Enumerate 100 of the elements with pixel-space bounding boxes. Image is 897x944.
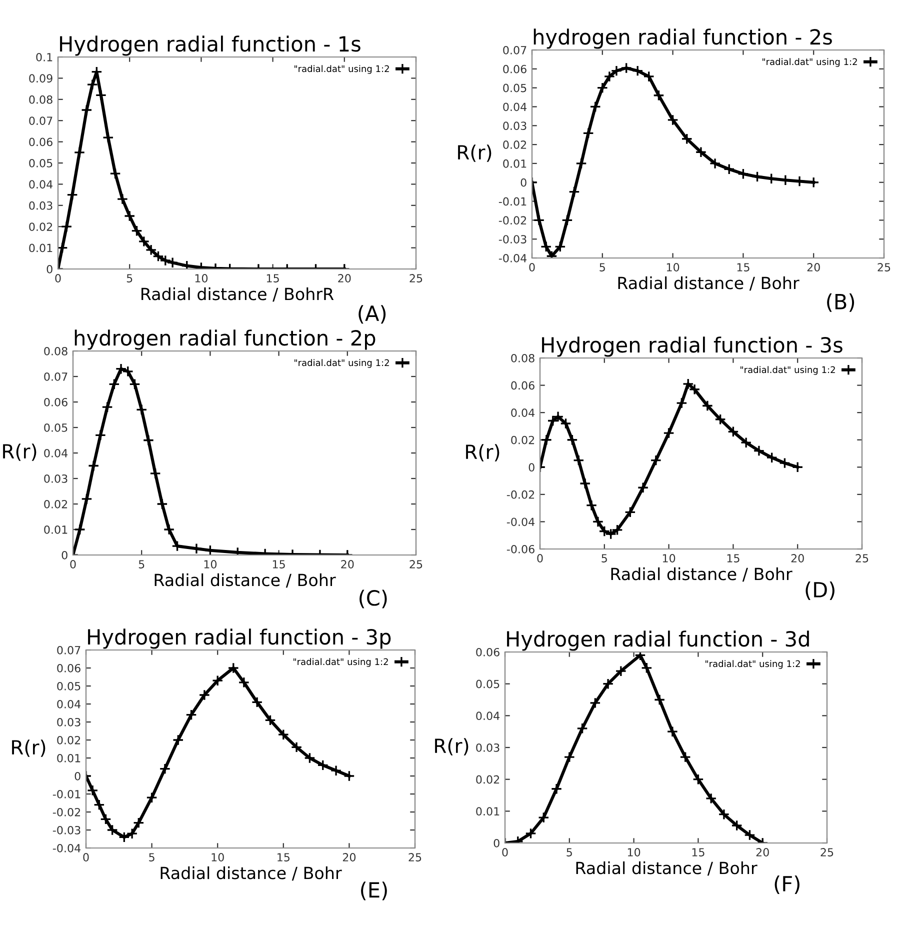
y-tick-label: 0.02 — [503, 140, 526, 149]
x-tick-label: 10 — [195, 274, 208, 282]
y-tick-label: 0.03 — [29, 201, 52, 210]
x-tick-label: 5 — [602, 554, 607, 562]
y-tick-label: 0.02 — [44, 500, 68, 508]
y-tick-label: -0.03 — [498, 235, 526, 244]
y-tick-label: 0.06 — [57, 664, 80, 672]
chart-title: Hydrogen radial function - 3d — [507, 630, 809, 651]
x-tick-label: 20 — [338, 274, 351, 282]
x-tick-label: 0 — [537, 554, 543, 562]
y-tick-label: 0.01 — [476, 807, 500, 816]
x-tick-label: 15 — [266, 274, 279, 282]
y-tick-label: 0.05 — [476, 680, 500, 688]
y-tick-label: -0.03 — [52, 826, 80, 834]
y-tick-label: 0 — [520, 178, 526, 187]
y-tick-label: 0.05 — [29, 158, 52, 168]
x-tick-label: 15 — [278, 853, 290, 862]
x-axis-title: Radial distance / Bohr — [160, 866, 342, 881]
y-tick-label: 0.09 — [29, 74, 52, 83]
y-tick-label: 0.04 — [511, 408, 535, 417]
y-tick-label: 0.03 — [57, 718, 80, 726]
x-tick-label: 25 — [410, 274, 422, 282]
y-tick-label: 0.05 — [44, 423, 68, 432]
y-tick-label: 0.04 — [44, 448, 68, 458]
x-tick-label: 20 — [756, 848, 769, 856]
y-tick-label: -0.04 — [498, 254, 527, 262]
y-tick-label: 0.1 — [36, 52, 52, 62]
y-tick-label: -0.01 — [498, 197, 526, 206]
x-axis-title: Radial distance / Bohr — [611, 567, 792, 582]
y-tick-label: 0.08 — [44, 346, 68, 356]
x-tick-label: 5 — [566, 848, 572, 856]
x-tick-label: 15 — [727, 554, 740, 562]
y-tick-label: -0.02 — [52, 808, 80, 816]
text: (C) — [360, 590, 387, 608]
x-tick-label: 5 — [126, 274, 132, 282]
y-tick-label: 0.06 — [29, 138, 52, 146]
y-tick-label: 0.05 — [57, 682, 80, 690]
x-tick-label: 5 — [138, 560, 144, 568]
chart-title: Hydrogen radial function - 3s — [542, 336, 842, 357]
y-tick-label: 0.01 — [44, 525, 68, 534]
y-tick-label: -0.04 — [506, 518, 535, 526]
y-tick-label: 0.08 — [29, 95, 52, 104]
x-axis-title: Radial distance / BohrR — [142, 287, 334, 302]
x-tick-label: 10 — [662, 554, 676, 562]
y-tick-label: 0.01 — [57, 754, 80, 762]
x-tick-label: 0 — [83, 853, 89, 862]
y-tick-label: 0.07 — [29, 116, 52, 125]
legend-label: "radial.dat" using 1:2 — [294, 65, 389, 74]
x-tick-label: 25 — [878, 263, 890, 272]
x-tick-label: 10 — [204, 560, 217, 568]
y-tick-label: -0.04 — [52, 844, 81, 852]
text: (F) — [774, 875, 800, 894]
legend-label: "radial.dat" using 1:2 — [294, 658, 388, 667]
y-tick-label: 0.01 — [503, 159, 526, 168]
y-tick-label: 0.06 — [476, 648, 500, 656]
y-tick-label: 0.02 — [511, 436, 534, 444]
x-tick-label: 20 — [341, 560, 354, 568]
y-tick-label: 0.07 — [44, 372, 68, 381]
y-tick-label: 0.04 — [503, 102, 527, 112]
y-tick-label: 0 — [494, 838, 500, 848]
y-tick-label: 0.03 — [44, 474, 68, 483]
legend-label: "radial.dat" using 1:2 — [706, 660, 800, 669]
y-tick-label: 0 — [528, 463, 534, 472]
y-tick-label: -0.01 — [52, 790, 80, 798]
x-axis-title: Radial distance / Bohr — [154, 573, 336, 588]
x-tick-label: 10 — [666, 263, 680, 272]
y-tick-label: 0.06 — [503, 64, 526, 74]
y-tick-label: 0.06 — [511, 381, 534, 390]
y-tick-label: 0.05 — [503, 84, 526, 92]
y-tick-label: 0.06 — [44, 398, 68, 406]
y-tick-label: 0.04 — [57, 700, 81, 708]
text: (A) — [358, 305, 386, 324]
y-tick-label: 0.04 — [29, 180, 53, 189]
y-tick-label: -0.02 — [498, 216, 526, 225]
x-tick-label: 25 — [820, 848, 834, 856]
x-tick-label: 20 — [342, 853, 356, 862]
x-tick-label: 20 — [807, 263, 820, 272]
x-tick-label: 10 — [628, 848, 640, 856]
x-tick-label: 15 — [692, 848, 704, 856]
y-tick-label: 0.04 — [476, 712, 500, 720]
text: (E) — [361, 882, 387, 900]
x-tick-label: 15 — [737, 263, 750, 272]
y-tick-label: 0.02 — [29, 222, 52, 231]
text: (B) — [827, 293, 854, 312]
x-tick-label: 5 — [600, 263, 605, 272]
x-axis-title: Radial distance / Bohr — [576, 861, 758, 876]
x-tick-label: 25 — [408, 853, 422, 862]
y-tick-label: -0.06 — [506, 544, 534, 554]
x-tick-label: 20 — [791, 554, 804, 562]
y-tick-label: 0.01 — [29, 244, 52, 252]
text: (D) — [806, 581, 834, 600]
y-tick-label: 0.02 — [57, 736, 80, 744]
x-tick-label: 25 — [856, 554, 868, 562]
chart-title: Hydrogen radial function - 3p — [88, 628, 391, 649]
x-tick-label: 15 — [272, 560, 285, 568]
legend-label: "radial.dat" using 1:2 — [740, 366, 835, 375]
y-tick-label: 0.07 — [57, 646, 80, 654]
y-axis-title: R(r) — [458, 144, 492, 162]
y-axis-title: R(r) — [3, 444, 36, 461]
y-axis-title: R(r) — [466, 444, 500, 462]
